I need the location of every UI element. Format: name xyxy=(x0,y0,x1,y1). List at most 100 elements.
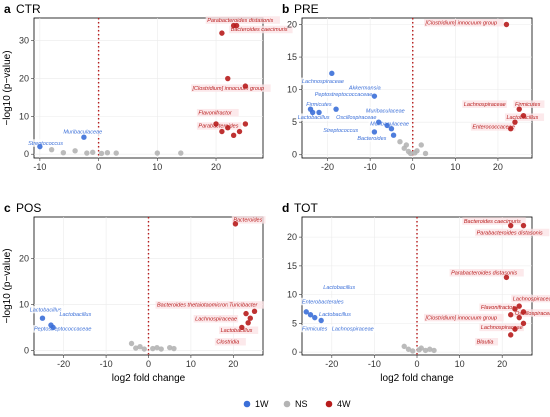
legend-label: NS xyxy=(295,399,308,409)
point-ns xyxy=(422,150,429,157)
point-1w xyxy=(333,106,339,112)
annotation-label: Parabacteroides distasonis xyxy=(451,271,517,277)
point-4w xyxy=(508,332,514,338)
panel-label: c xyxy=(4,201,11,215)
point-1w xyxy=(316,109,322,116)
annotation-background xyxy=(513,309,550,317)
annotation-label: Lachnospiraceae xyxy=(195,317,237,323)
annotation-background xyxy=(313,90,374,99)
point-ns xyxy=(167,344,173,351)
annotation-background xyxy=(196,108,239,117)
point-ns xyxy=(427,346,433,352)
point-1w xyxy=(37,143,43,150)
annotation-background xyxy=(57,310,98,318)
annotation-label: Bacteroides xyxy=(233,218,262,224)
point-4w xyxy=(516,314,522,321)
x-tick-label: 10 xyxy=(152,162,162,172)
point-4w xyxy=(213,121,219,127)
annotation-background xyxy=(470,123,516,131)
annotation-background xyxy=(219,326,259,334)
annotation-label: Bacteroides thetaiotaomicron xyxy=(157,303,228,309)
point-ns xyxy=(128,340,135,347)
panel-c: -20 -10 0 10 20 0 10 20 Bacteroides Bacteroides t… xyxy=(2,201,266,384)
y-tick-label: 10 xyxy=(19,299,29,309)
point-1w xyxy=(371,93,378,99)
x-tick-label: 10 xyxy=(186,359,196,369)
annotation-background xyxy=(231,216,266,224)
annotation-background xyxy=(300,324,332,333)
annotation-background xyxy=(462,100,507,108)
point-ns xyxy=(397,139,403,145)
y-tick-label: 30 xyxy=(19,36,29,46)
point-4w xyxy=(512,119,518,125)
point-4w xyxy=(516,106,522,112)
point-4w xyxy=(512,306,518,312)
annotation-label: Lactobacillus xyxy=(221,328,253,334)
point-4w xyxy=(245,320,251,326)
annotation-background xyxy=(479,303,522,311)
annotation-background xyxy=(347,84,382,92)
annotation-background xyxy=(61,127,104,136)
point-ns xyxy=(72,148,78,154)
point-ns xyxy=(133,345,139,351)
annotation-background xyxy=(424,19,504,27)
point-ns xyxy=(150,345,156,352)
annotation-label: Lachnospiraceae xyxy=(513,296,550,302)
annotation-label: Enterobacterales xyxy=(302,299,344,305)
x-tick-label: -10 xyxy=(368,359,381,369)
panel-label: a xyxy=(4,2,11,16)
point-4w xyxy=(520,222,527,229)
point-1w xyxy=(81,134,87,140)
annotation-label: Firmicutes xyxy=(302,326,328,332)
x-tick-label: 20 xyxy=(228,359,238,369)
point-4w xyxy=(516,303,522,309)
point-1w xyxy=(384,122,390,129)
annotation-label: Streptococcus xyxy=(323,128,358,134)
panel-title: CTR xyxy=(16,2,41,16)
annotation-background xyxy=(513,100,545,108)
annotation-label: Streptococcus xyxy=(28,141,63,147)
panel-title: PRE xyxy=(294,2,319,16)
point-ns xyxy=(403,142,410,148)
point-4w xyxy=(520,112,527,119)
annotation-label: Peptostreptococcaceae xyxy=(315,92,372,98)
point-ns xyxy=(407,150,414,157)
point-ns xyxy=(60,150,67,156)
panel-b: -20 -10 0 10 20 0 5 10 15 20 [Clostridium] innocuu… xyxy=(282,2,545,172)
annotation-background xyxy=(300,77,345,86)
annotation-label: Lactobacillus xyxy=(30,307,62,313)
point-1w xyxy=(318,317,324,324)
x-tick-label: -10 xyxy=(364,162,377,172)
panel-label: d xyxy=(282,201,289,215)
point-ns xyxy=(171,345,177,352)
annotation-background xyxy=(191,84,271,92)
y-tick-label: 5 xyxy=(292,318,297,328)
x-tick-label: 10 xyxy=(455,359,465,369)
y-tick-label: 0 xyxy=(292,150,297,160)
annotation-background xyxy=(155,301,236,309)
annotation-label: Oscillospiraceae xyxy=(515,311,550,317)
point-ns xyxy=(154,344,160,351)
annotation-background xyxy=(479,323,524,332)
point-4w xyxy=(242,121,249,127)
y-tick-label: 20 xyxy=(19,74,29,84)
legend-swatch-4w xyxy=(325,400,333,408)
x-tick-label: 10 xyxy=(450,162,460,172)
annotation-background xyxy=(28,305,68,314)
point-4w xyxy=(508,222,514,229)
point-4w xyxy=(508,312,514,318)
point-4w xyxy=(242,83,249,89)
annotation-label: Blautia xyxy=(477,340,494,346)
point-ns xyxy=(410,348,416,354)
annotation-label: [Clostridium] innocuum group xyxy=(425,315,498,321)
y-axis-label: −log10 (p−value) xyxy=(2,248,13,323)
point-ns xyxy=(48,146,55,153)
point-1w xyxy=(312,314,318,321)
point-4w xyxy=(503,21,510,28)
annotation-background xyxy=(475,228,550,237)
annotation-label: Firmicutes xyxy=(515,102,541,108)
point-1w xyxy=(303,309,309,315)
y-tick-label: 20 xyxy=(19,253,29,263)
point-4w xyxy=(243,310,249,317)
point-ns xyxy=(418,345,424,351)
